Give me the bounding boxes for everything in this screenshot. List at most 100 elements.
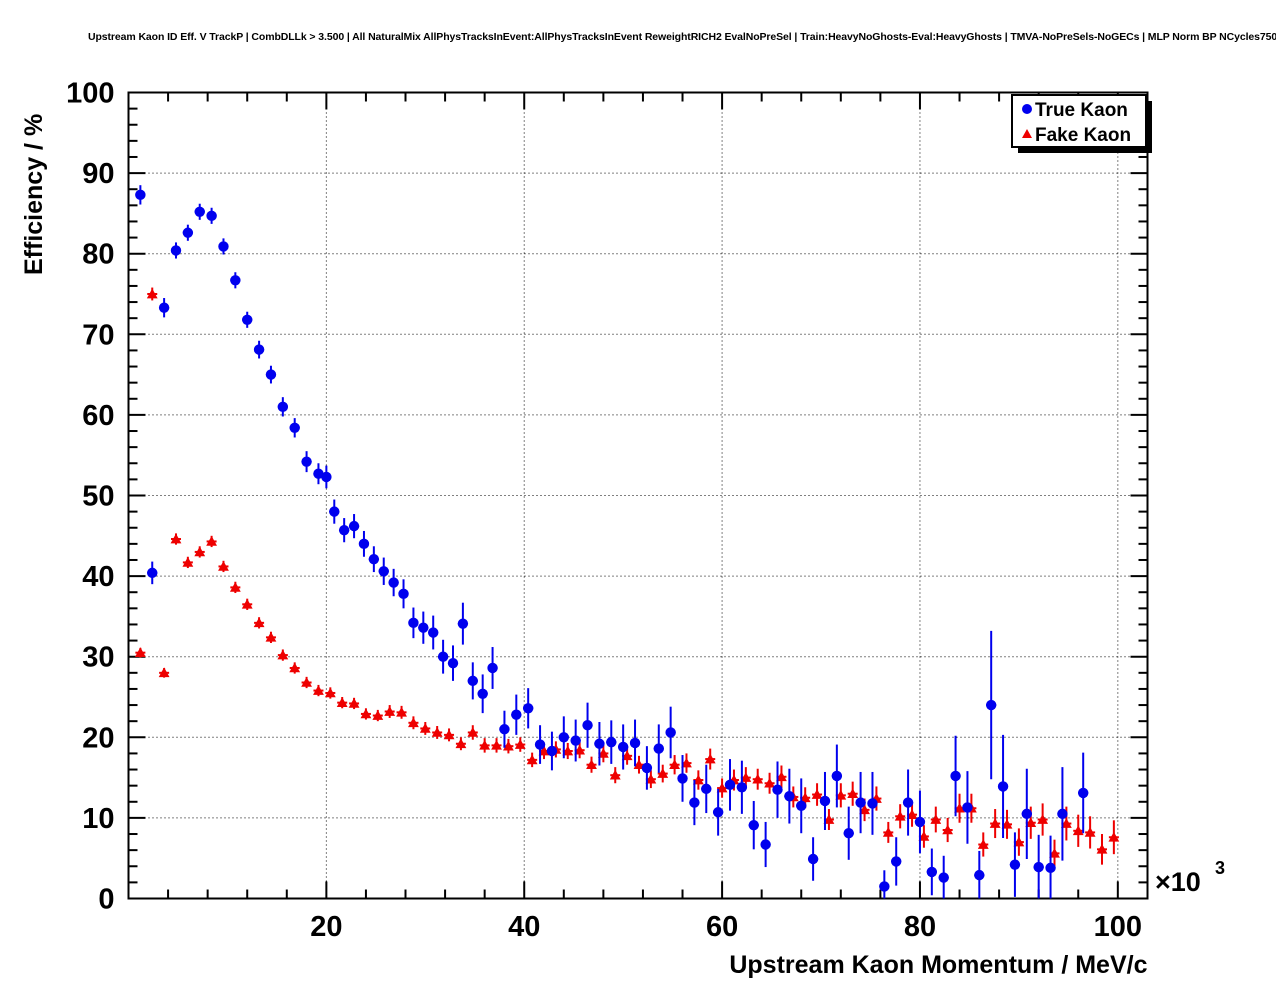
data-point: [170, 533, 182, 545]
marker-circle: [582, 720, 593, 731]
data-point: [336, 697, 348, 709]
marker-triangle: [764, 777, 775, 788]
data-point: [653, 724, 664, 773]
data-point: [902, 769, 914, 836]
data-point: [926, 848, 938, 896]
legend-label: True Kaon: [1035, 100, 1128, 121]
data-point: [977, 832, 989, 857]
data-point: [1037, 803, 1049, 836]
data-point: [736, 760, 748, 814]
marker-triangle: [194, 546, 206, 557]
marker-triangle: [681, 757, 692, 768]
data-point: [242, 311, 253, 328]
marker-triangle: [859, 804, 870, 815]
marker-circle: [843, 828, 854, 839]
data-point: [522, 688, 534, 729]
marker-circle: [368, 553, 380, 565]
marker-circle: [1009, 859, 1021, 870]
marker-triangle: [989, 818, 1001, 828]
data-point: [491, 738, 502, 753]
marker-triangle: [1096, 843, 1108, 854]
marker-triangle: [645, 773, 657, 784]
marker-triangle: [419, 723, 431, 733]
data-point: [942, 817, 954, 843]
data-point: [843, 806, 854, 860]
data-point: [724, 759, 736, 811]
y-axis-tick-labels: 0 10 20 30 40 50 60 70 80 90 100: [66, 78, 114, 916]
data-point: [641, 746, 653, 790]
marker-circle: [135, 189, 146, 201]
data-point: [570, 719, 581, 762]
data-point: [158, 667, 170, 678]
data-point: [396, 705, 407, 719]
marker-circle: [736, 782, 748, 793]
data-point: [443, 728, 455, 742]
data-point: [867, 771, 878, 835]
marker-triangle: [692, 774, 704, 785]
marker-circle: [831, 770, 843, 782]
data-point: [313, 463, 324, 485]
marker-triangle: [372, 710, 384, 720]
data-point: [358, 530, 370, 557]
marker-circle: [487, 662, 498, 674]
marker-triangle: [324, 687, 336, 698]
marker-circle: [724, 779, 736, 791]
data-point: [408, 607, 419, 639]
data-point: [526, 752, 538, 768]
marker-circle: [974, 869, 985, 881]
data-point: [218, 560, 229, 573]
data-point: [321, 465, 332, 489]
data-point: [134, 647, 146, 658]
marker-triangle: [977, 839, 989, 849]
marker-circle: [348, 520, 360, 532]
marker-circle: [938, 872, 949, 883]
marker-circle: [277, 401, 289, 413]
marker-circle: [158, 302, 170, 313]
data-point: [372, 709, 384, 722]
marker-triangle: [1060, 818, 1072, 828]
data-point: [230, 272, 241, 289]
marker-triangle: [360, 708, 372, 719]
marker-circle: [265, 369, 277, 380]
marker-triangle: [930, 814, 942, 824]
marker-triangle: [918, 831, 930, 841]
data-point: [784, 768, 795, 824]
marker-triangle: [277, 649, 289, 660]
marker-triangle: [704, 753, 716, 764]
marker-circle: [418, 622, 429, 633]
marker-circle: [408, 617, 419, 629]
marker-circle: [329, 506, 340, 517]
data-point: [1033, 834, 1044, 899]
data-point: [329, 499, 340, 524]
marker-circle: [796, 800, 807, 812]
data-point: [194, 546, 206, 558]
data-point: [748, 800, 759, 850]
data-point: [930, 806, 942, 833]
marker-circle: [358, 538, 370, 550]
data-point: [146, 287, 158, 301]
marker-triangle: [431, 727, 443, 737]
x-tick-label: 100: [1094, 911, 1142, 943]
data-point: [135, 185, 146, 205]
data-point: [388, 568, 399, 597]
data-point: [772, 761, 783, 818]
data-point: [289, 662, 301, 674]
data-point: [689, 780, 700, 826]
x-axis-title: Upstream Kaon Momentum / MeV/c: [729, 951, 1147, 979]
marker-triangle: [514, 739, 526, 749]
data-point: [457, 602, 469, 645]
data-point: [1108, 820, 1120, 855]
data-point: [338, 518, 350, 543]
marker-triangle: [1013, 836, 1025, 847]
x-tick-label: 60: [706, 911, 738, 943]
marker-circle: [819, 795, 831, 807]
data-point: [669, 755, 681, 775]
y-tick-label: 30: [82, 642, 114, 674]
marker-circle: [378, 566, 389, 577]
marker-triangle: [823, 814, 835, 824]
data-point: [546, 731, 558, 771]
marker-triangle: [1049, 847, 1060, 858]
marker-circle: [242, 314, 253, 325]
marker-triangle: [906, 809, 918, 819]
data-point: [1045, 835, 1056, 899]
